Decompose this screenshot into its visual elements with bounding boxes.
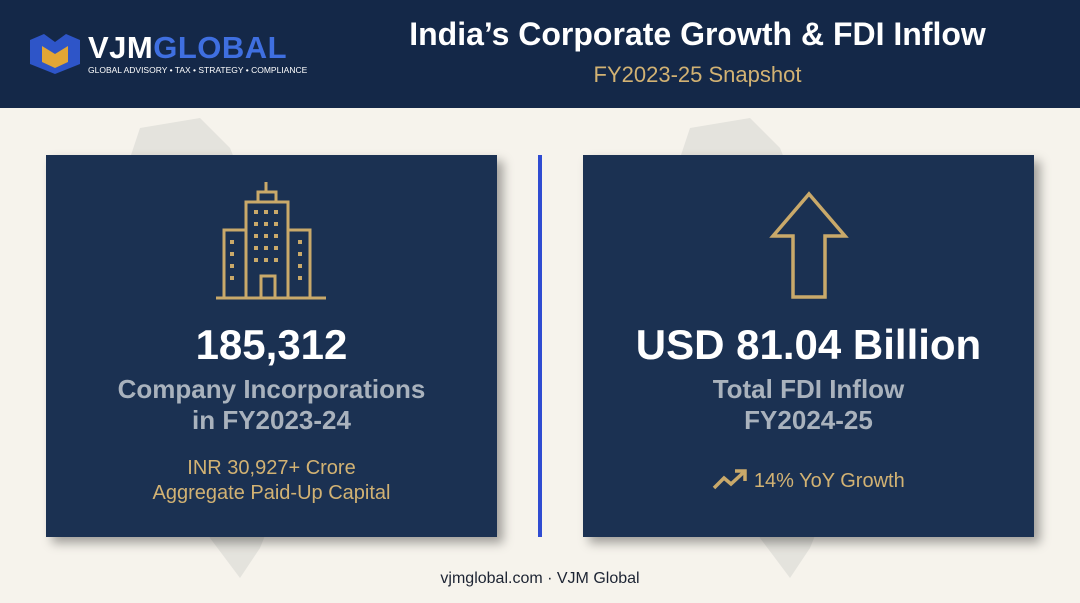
- divider: [538, 155, 542, 537]
- note-row: 14% YoY Growth: [583, 468, 1034, 494]
- label-line: in FY2023-24: [192, 405, 351, 435]
- stat-card: 185,312 Company Incorporations in FY2023…: [46, 155, 497, 537]
- trend-icon: [713, 469, 748, 490]
- label-line: Company Incorporations: [117, 374, 426, 404]
- label-line: FY2024-25: [744, 405, 873, 435]
- note-line: Aggregate Paid-Up Capital: [152, 482, 391, 504]
- title: India’s Corporate Growth & FDI Inflow: [409, 16, 986, 52]
- footer: vjmglobal.com · VJM Global: [440, 570, 640, 587]
- note-line: 14% YoY Growth: [753, 470, 905, 492]
- logo-part: VJM: [88, 30, 154, 65]
- logo-icon: [30, 34, 80, 74]
- headline: USD 81.04 Billion: [635, 321, 982, 368]
- header: VJMGLOBAL GLOBAL ADVISORY • TAX • STRATE…: [0, 0, 1080, 108]
- building-icon: [216, 182, 326, 300]
- arrow-icon: [769, 191, 849, 299]
- logo: VJMGLOBAL: [88, 30, 287, 66]
- logo-part: GLOBAL: [153, 30, 288, 65]
- headline: 185,312: [195, 321, 348, 368]
- logo-tagline: GLOBAL ADVISORY • TAX • STRATEGY • COMPL…: [88, 65, 308, 75]
- label-line: Total FDI Inflow: [712, 374, 905, 404]
- subtitle: FY2023-25 Snapshot: [593, 62, 802, 87]
- note-line: INR 30,927+ Crore: [187, 457, 356, 479]
- stat-card: USD 81.04 Billion Total FDI Inflow FY202…: [583, 155, 1034, 537]
